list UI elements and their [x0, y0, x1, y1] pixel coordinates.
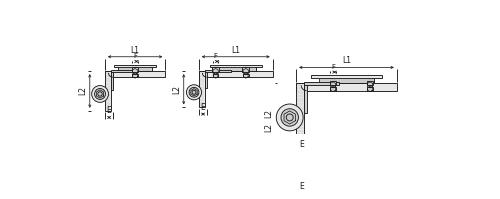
- Bar: [105, 71, 166, 77]
- Bar: [212, 67, 219, 72]
- Bar: [311, 75, 382, 78]
- Text: L2: L2: [264, 109, 274, 118]
- Bar: [199, 71, 272, 77]
- Circle shape: [94, 89, 106, 100]
- Bar: [296, 144, 304, 171]
- Circle shape: [281, 109, 298, 126]
- Text: L2: L2: [172, 85, 181, 94]
- Text: L2: L2: [264, 123, 274, 132]
- Text: L1: L1: [130, 46, 140, 55]
- Text: F: F: [133, 53, 137, 60]
- Bar: [216, 67, 256, 71]
- Bar: [111, 71, 114, 90]
- Circle shape: [192, 90, 196, 94]
- Circle shape: [98, 92, 102, 96]
- Text: L1: L1: [342, 56, 351, 65]
- Circle shape: [92, 86, 108, 102]
- Text: L1: L1: [231, 46, 240, 55]
- Bar: [304, 82, 340, 85]
- Bar: [205, 70, 231, 72]
- Bar: [296, 83, 397, 91]
- Bar: [105, 71, 111, 111]
- Text: E: E: [300, 182, 304, 191]
- Bar: [114, 65, 156, 67]
- Bar: [213, 74, 218, 77]
- Bar: [330, 81, 336, 85]
- Text: E: E: [300, 140, 304, 149]
- Circle shape: [189, 87, 199, 97]
- Bar: [319, 78, 374, 83]
- Circle shape: [309, 150, 324, 165]
- Bar: [210, 65, 262, 67]
- Bar: [296, 83, 304, 144]
- Bar: [304, 83, 308, 113]
- Text: F: F: [331, 64, 335, 70]
- Bar: [243, 74, 248, 77]
- Circle shape: [286, 114, 293, 121]
- Circle shape: [304, 146, 328, 170]
- Bar: [205, 71, 208, 88]
- Bar: [330, 87, 336, 91]
- Bar: [132, 74, 138, 77]
- Bar: [368, 87, 372, 91]
- Circle shape: [186, 85, 202, 100]
- Text: E: E: [106, 106, 112, 115]
- Bar: [366, 81, 374, 85]
- Circle shape: [276, 104, 303, 131]
- Bar: [199, 71, 205, 107]
- Circle shape: [314, 155, 320, 161]
- Text: E: E: [200, 103, 205, 112]
- Bar: [111, 70, 132, 72]
- Bar: [242, 67, 249, 72]
- Text: L2: L2: [78, 86, 87, 96]
- Bar: [132, 67, 138, 72]
- Text: F: F: [214, 53, 218, 60]
- Bar: [118, 67, 152, 71]
